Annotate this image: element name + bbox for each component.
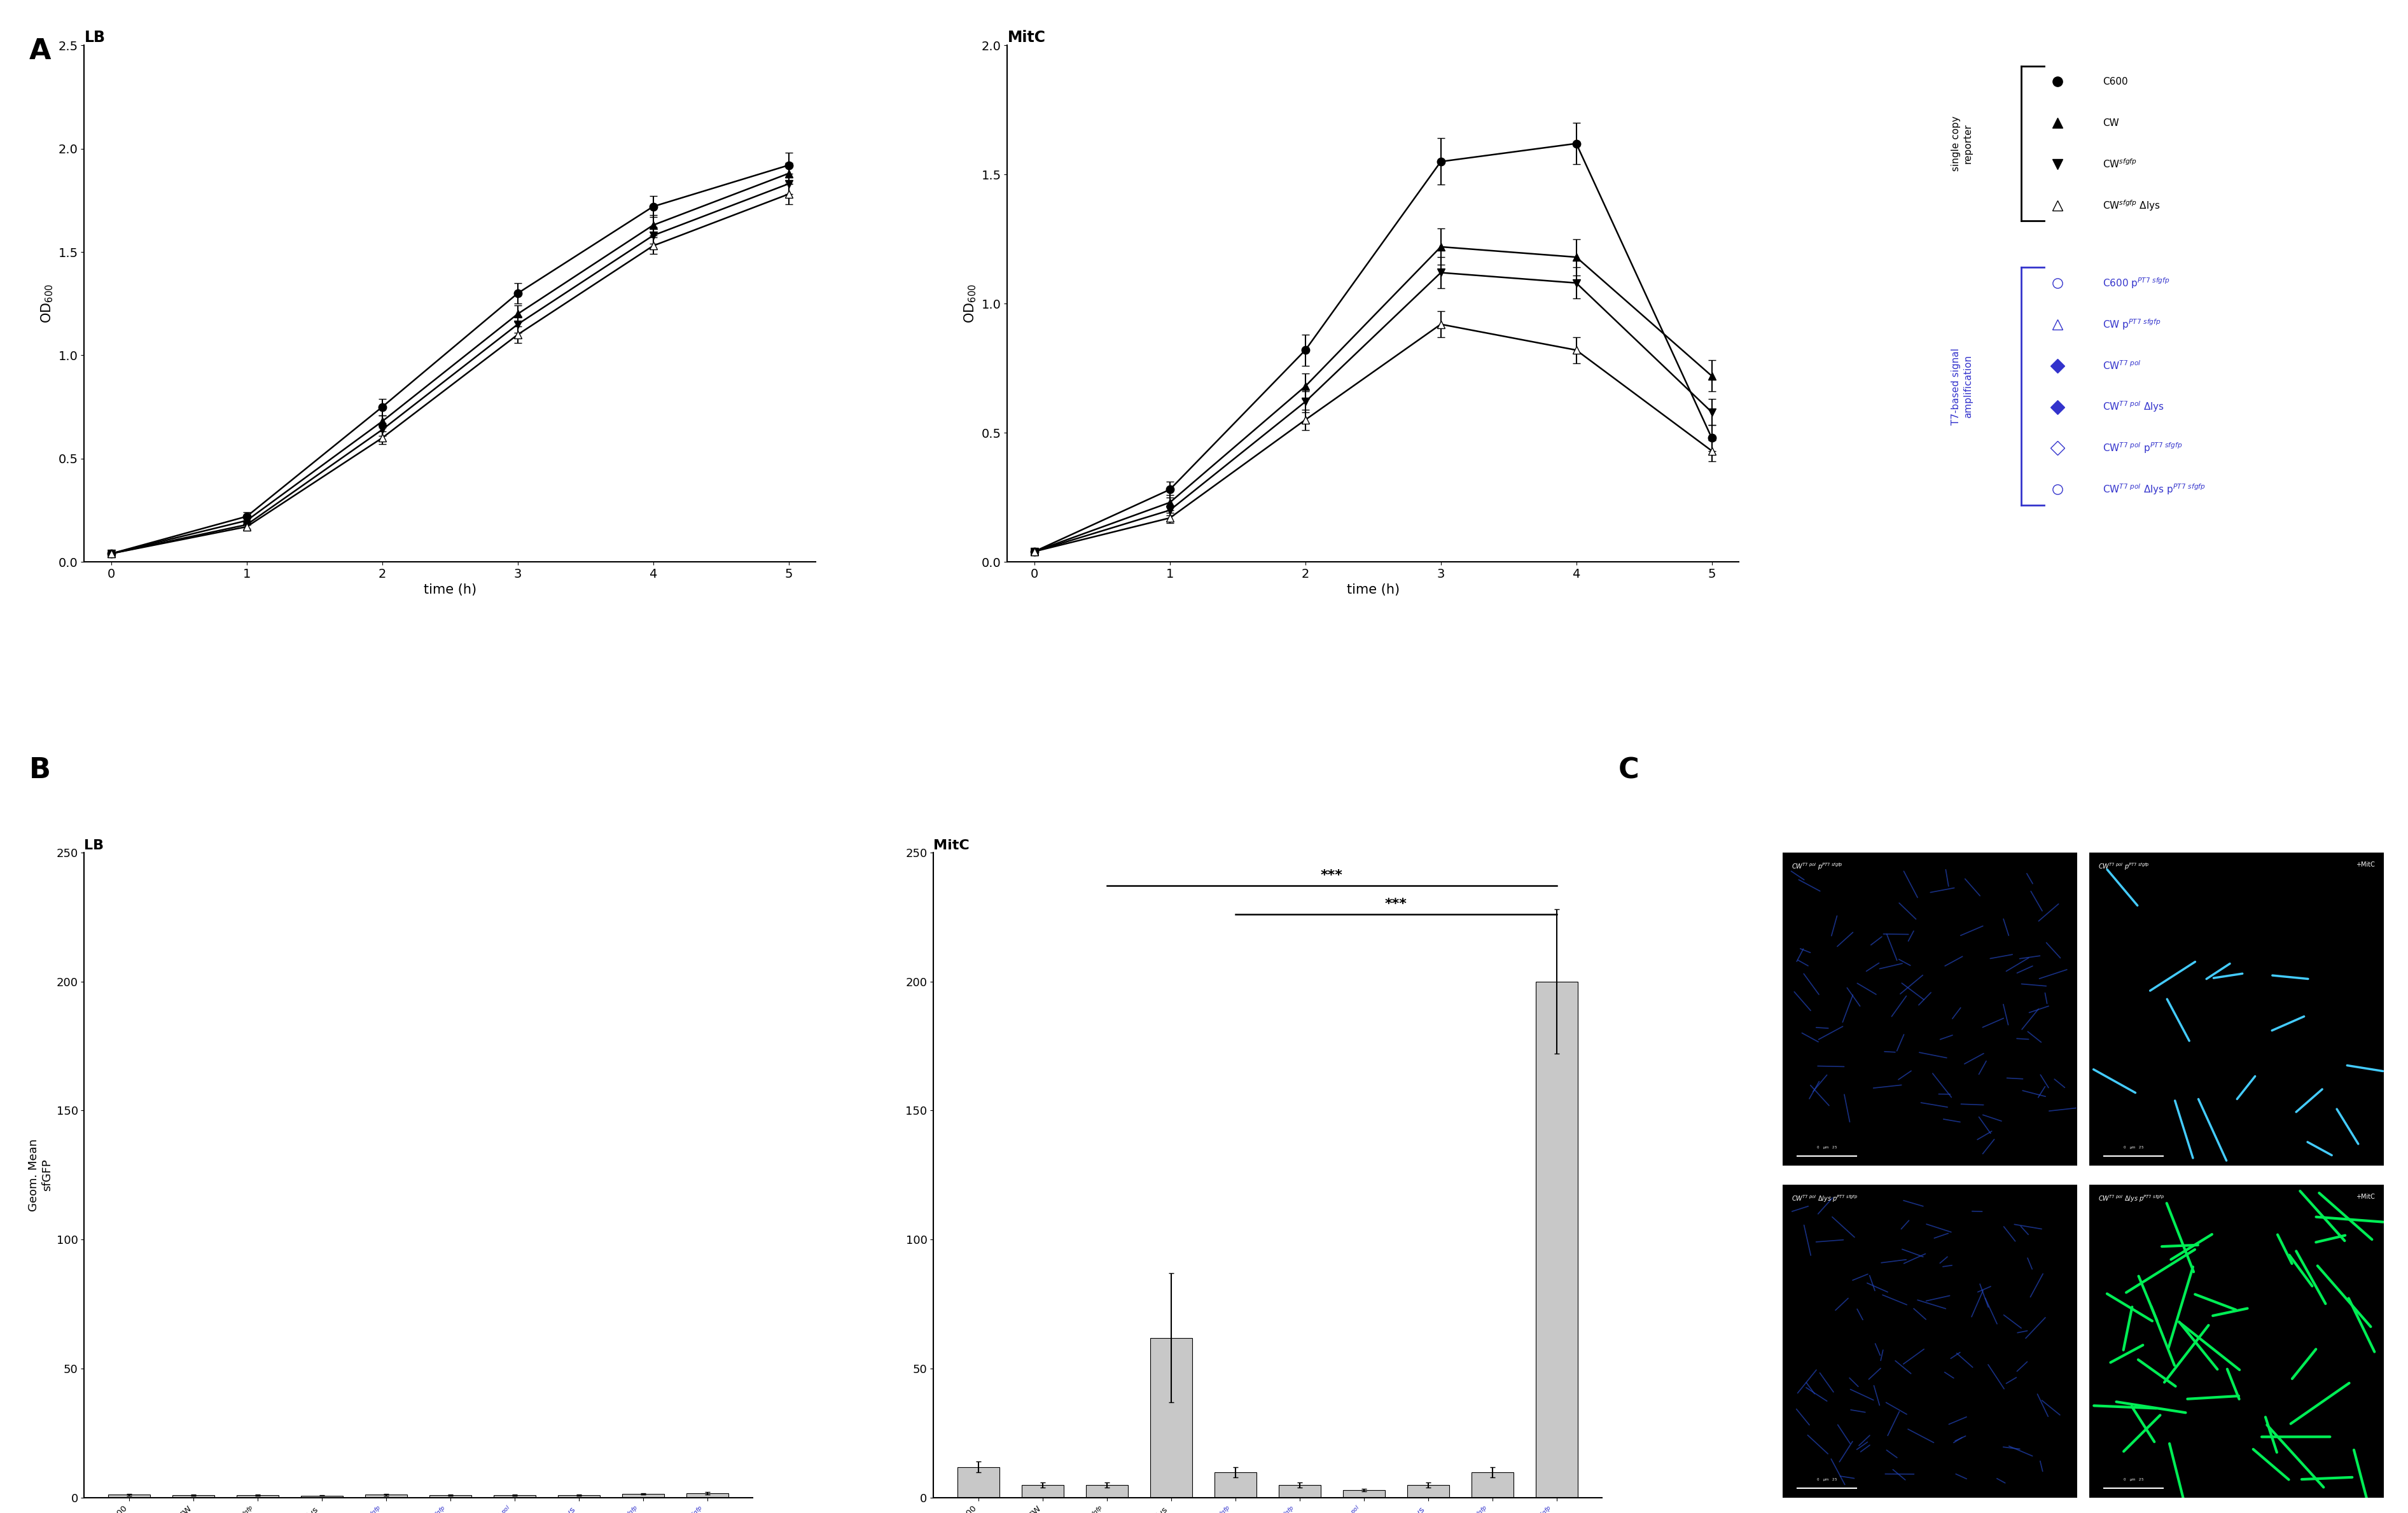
Text: 0    $\mu$m   25: 0 $\mu$m 25	[1816, 1477, 1837, 1483]
Text: C600 p$^{PT7\ sfgfp}$: C600 p$^{PT7\ sfgfp}$	[2102, 275, 2170, 290]
Text: CW$^{T7\ pol}$ p$^{PT7\ sfgfp}$: CW$^{T7\ pol}$ p$^{PT7\ sfgfp}$	[2097, 862, 2150, 871]
Text: CW p$^{PT7\ sfgfp}$: CW p$^{PT7\ sfgfp}$	[2102, 318, 2160, 331]
Bar	[173, 1495, 214, 1498]
Text: +MitC: +MitC	[2355, 862, 2374, 868]
Bar	[686, 1493, 730, 1498]
Bar	[429, 1495, 472, 1498]
Bar	[958, 1468, 999, 1498]
Text: CW$^{sfgfp}$ $\Delta$lys: CW$^{sfgfp}$ $\Delta$lys	[2102, 198, 2160, 212]
Bar	[559, 1495, 600, 1498]
Text: CW$^{T7\ pol}$: CW$^{T7\ pol}$	[2102, 360, 2141, 372]
Text: MitC: MitC	[1007, 30, 1045, 45]
Text: CW$^{T7\ pol}$ p$^{PT7\ sfgfp}$: CW$^{T7\ pol}$ p$^{PT7\ sfgfp}$	[2102, 442, 2182, 455]
X-axis label: time (h): time (h)	[424, 584, 477, 596]
Bar	[1536, 982, 1577, 1498]
Text: 0    $\mu$m   25: 0 $\mu$m 25	[1816, 1144, 1837, 1150]
Text: 0    $\mu$m   25: 0 $\mu$m 25	[2124, 1144, 2143, 1150]
Text: CW$^{T7\ pol}$ p$^{PT7\ sfgfp}$: CW$^{T7\ pol}$ p$^{PT7\ sfgfp}$	[1792, 862, 1842, 871]
Text: LB: LB	[84, 840, 104, 852]
Text: single copy
reporter: single copy reporter	[1950, 117, 1972, 171]
Y-axis label: OD$_{600}$: OD$_{600}$	[41, 284, 55, 324]
X-axis label: time (h): time (h)	[1346, 584, 1399, 596]
Text: MitC: MitC	[934, 840, 970, 852]
Bar	[366, 1495, 407, 1498]
Text: ***: ***	[1385, 897, 1406, 911]
Text: C: C	[1618, 756, 1640, 784]
Text: CW$^{T7\ pol}$ $\Delta$lys p$^{PT7\ sfgfp}$: CW$^{T7\ pol}$ $\Delta$lys p$^{PT7\ sfgf…	[2097, 1194, 2165, 1204]
Bar	[1471, 1472, 1512, 1498]
Text: CW$^{T7\ pol}$ $\Delta$lys p$^{PT7\ sfgfp}$: CW$^{T7\ pol}$ $\Delta$lys p$^{PT7\ sfgf…	[1792, 1194, 1857, 1204]
Bar	[1406, 1484, 1450, 1498]
Bar	[621, 1493, 665, 1498]
Text: C600: C600	[2102, 77, 2129, 86]
Bar	[1214, 1472, 1257, 1498]
Text: CW$^{T7\ pol}$ $\Delta$lys p$^{PT7\ sfgfp}$: CW$^{T7\ pol}$ $\Delta$lys p$^{PT7\ sfgf…	[2102, 483, 2206, 496]
Bar	[236, 1495, 279, 1498]
Bar	[1151, 1337, 1192, 1498]
Bar	[108, 1495, 149, 1498]
Text: CW: CW	[2102, 118, 2119, 127]
Bar	[1344, 1490, 1385, 1498]
Bar	[1279, 1484, 1320, 1498]
Text: A: A	[29, 38, 51, 65]
Bar	[1086, 1484, 1127, 1498]
Bar	[494, 1495, 535, 1498]
Text: ***: ***	[1320, 870, 1344, 882]
Text: B: B	[29, 756, 51, 784]
Text: CW$^{sfgfp}$: CW$^{sfgfp}$	[2102, 159, 2138, 169]
Text: T7-based signal
amplification: T7-based signal amplification	[1950, 348, 1972, 425]
Bar	[301, 1495, 342, 1498]
Bar	[1021, 1484, 1064, 1498]
Y-axis label: OD$_{600}$: OD$_{600}$	[963, 284, 978, 324]
Text: 0    $\mu$m   25: 0 $\mu$m 25	[2124, 1477, 2143, 1483]
Y-axis label: Geom. Mean
sfGFP: Geom. Mean sfGFP	[29, 1139, 53, 1212]
Text: CW$^{T7\ pol}$ $\Delta$lys: CW$^{T7\ pol}$ $\Delta$lys	[2102, 399, 2165, 413]
Text: +MitC: +MitC	[2355, 1194, 2374, 1200]
Text: LB: LB	[84, 30, 106, 45]
